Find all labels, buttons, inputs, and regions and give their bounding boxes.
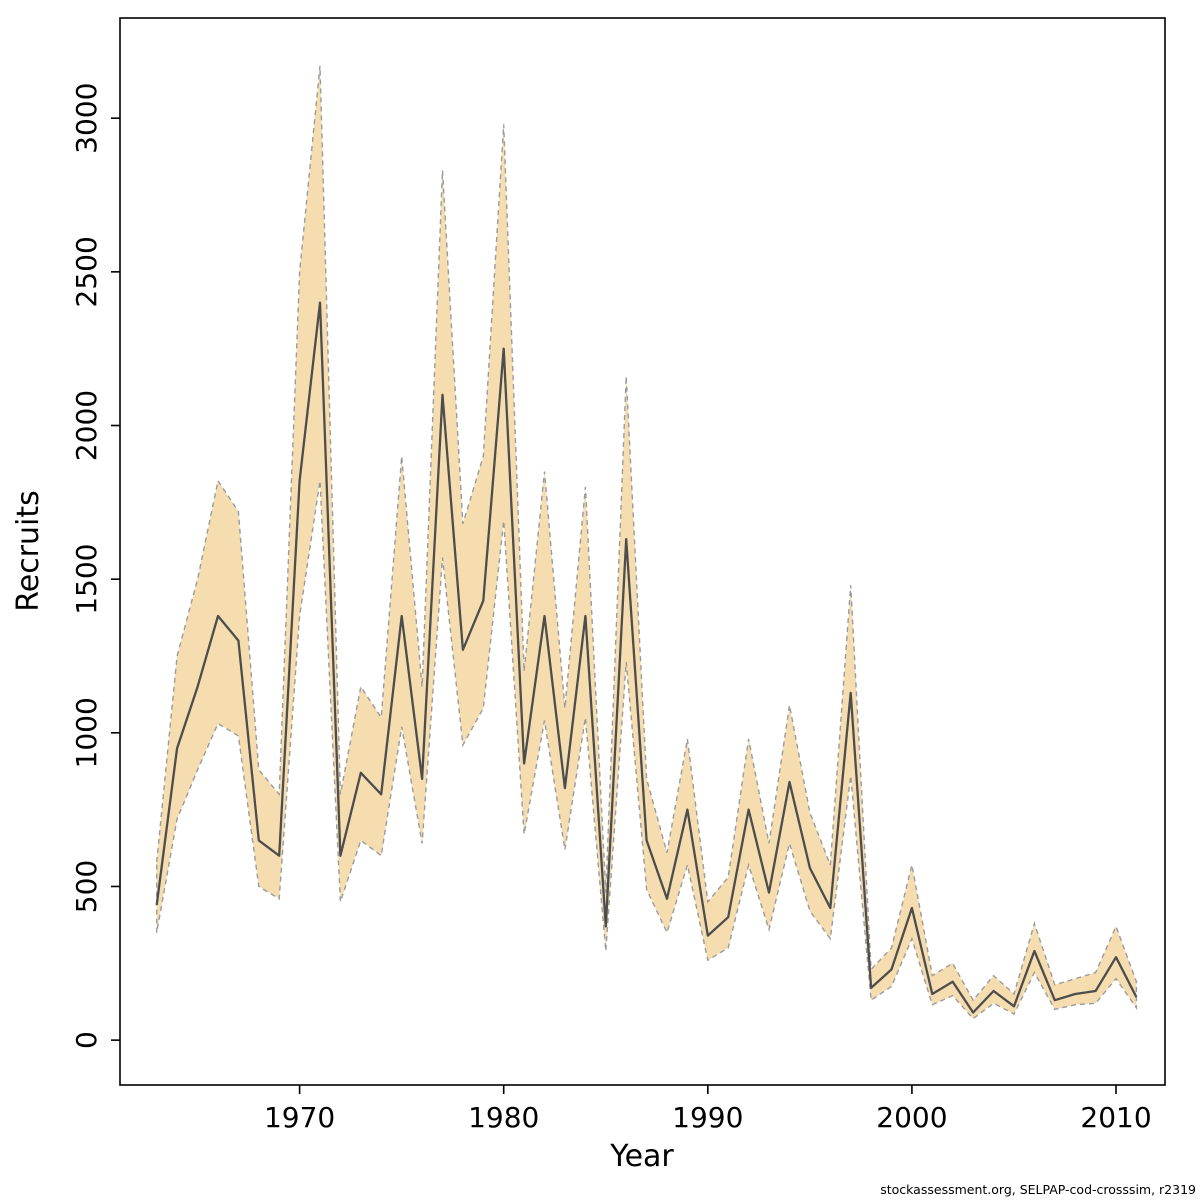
watermark-text: stockassessment.org, SELPAP-cod-crosssim… (880, 1182, 1196, 1197)
line-layer (155, 301, 1138, 1014)
x-axis-title: Year (609, 1139, 674, 1174)
x-tick-label: 1990 (672, 1101, 743, 1134)
y-tick-label: 2500 (70, 236, 103, 307)
x-tick-label: 2010 (1080, 1101, 1151, 1134)
y-tick-label: 1000 (70, 697, 103, 768)
y-tick-label: 1500 (70, 544, 103, 615)
estimate-line (155, 301, 1138, 1014)
x-tick-label: 2000 (876, 1101, 947, 1134)
y-tick-label: 3000 (70, 83, 103, 154)
y-axis-title: Recruits (11, 490, 46, 612)
y-tick-label: 0 (70, 1031, 103, 1049)
plot-box (119, 17, 1166, 1086)
x-tick-label: 1980 (468, 1101, 539, 1134)
band-layer (156, 65, 1138, 1020)
y-tick-label: 500 (70, 860, 103, 913)
y-tick-label: 2000 (70, 390, 103, 461)
confidence-band (156, 65, 1138, 1020)
axes-layer: 1970 1980 1990 2000 2010 0 500 1000 1500 2000 2500… (70, 17, 1166, 1134)
x-tick-label: 1970 (264, 1101, 335, 1134)
